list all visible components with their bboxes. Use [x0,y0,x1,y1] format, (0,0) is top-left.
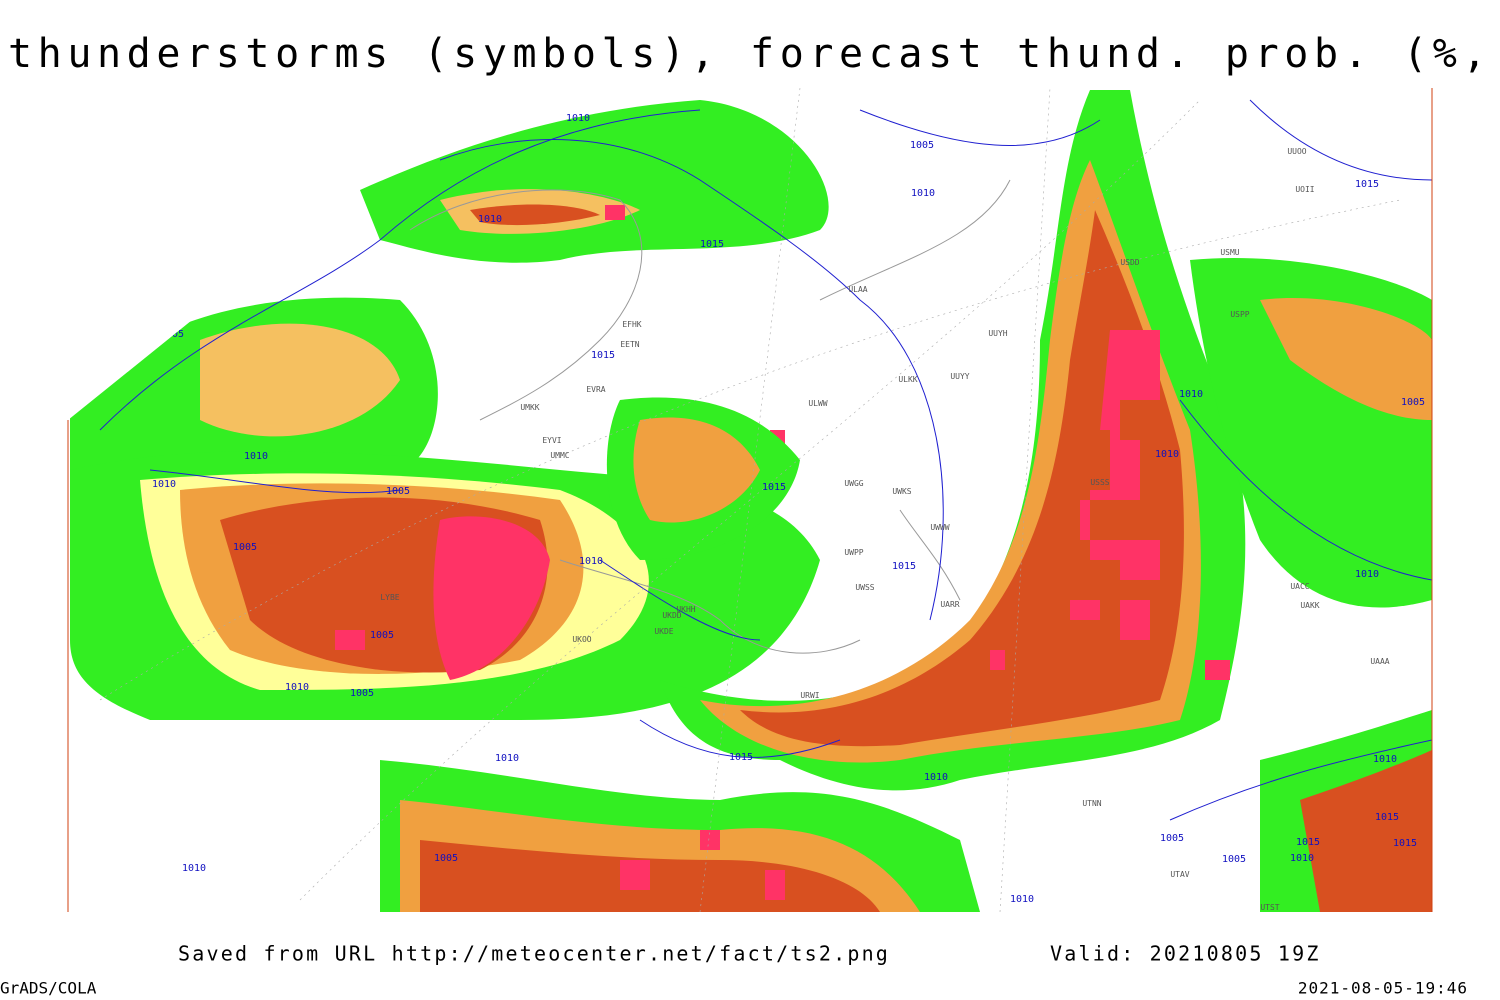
isobar-label: 1010 [1373,754,1397,765]
station-code: USPP [1230,310,1249,319]
station-code: UUYH [988,329,1007,338]
station-code: EYVI [542,436,561,445]
isobar-label: 1010 [495,753,519,764]
station-code: USDD [1120,258,1139,267]
station-code: UWGG [844,479,863,488]
grid-lines [99,88,1401,912]
station-code: USSS [1090,478,1109,487]
isobar-label: 1005 [1401,397,1425,408]
station-code: UAKK [1300,601,1319,610]
isobar-label: 1010 [152,479,176,490]
station-code: ULKK [898,375,917,384]
isobar-label: 1010 [1010,894,1034,905]
isobar-label: 1010 [911,188,935,199]
isobars [99,99,1432,821]
isobar-label: 1005 [1222,854,1246,865]
isobar-label: 1015 [762,482,786,493]
station-code: UWWW [930,523,949,532]
isobar-label: 1010 [1155,449,1179,460]
station-code: UUOO [1287,147,1306,156]
station-code: UMMC [550,451,569,460]
timestamp: 2021-08-05-19:46 [1298,979,1468,998]
station-code: UKDE [654,627,673,636]
station-code: UMKK [520,403,539,412]
station-code: EETN [620,340,639,349]
station-code: USMU [1220,248,1239,257]
station-code: UTST [1260,903,1279,912]
isobar-label: 1005 [233,542,257,553]
isobar-label: 1010 [1179,389,1203,400]
station-code: UKDD [662,611,681,620]
isobar-label: 1015 [1355,179,1379,190]
station-code: ULWW [808,399,827,408]
isobar-label: 1010 [478,214,502,225]
isobar-label: 1005 [370,630,394,641]
station-code: UACC [1290,582,1309,591]
isobar-label: 1010 [244,451,268,462]
probability-shading [70,90,1432,912]
isobar-label: 1010 [924,772,948,783]
isobar-label: 1010 [285,682,309,693]
isobar-label: 1005 [910,140,934,151]
isobar-label: 1005 [350,688,374,699]
isobar-label: 1015 [591,350,615,361]
isobar-label: 1010 [566,113,590,124]
station-code: URWI [800,691,819,700]
station-code: EVRA [586,385,605,394]
station-code: UOII [1295,185,1314,194]
source-url: Saved from URL http://meteocenter.net/fa… [178,942,890,966]
coastlines [409,179,1011,654]
station-code: UWPP [844,548,863,557]
software: GrADS/COLA [0,979,97,998]
isobar-label: 1005 [386,486,410,497]
isobar-label: 1015 [1296,837,1320,848]
isobar-label: 1010 [1355,569,1379,580]
isobar-label: 1015 [729,752,753,763]
isobar-label: 1015 [1393,838,1417,849]
station-code: UARR [940,600,959,609]
station-code: UAAA [1370,657,1389,666]
station-code: UTNN [1082,799,1101,808]
isobar-label: 1010 [182,863,206,874]
station-code: UWKS [892,487,911,496]
station-code: UKHH [676,605,695,614]
isobar-label: 1005 [160,329,184,340]
station-code: EFHK [622,320,641,329]
station-code: UKOO [572,635,591,644]
station-code: UUYY [950,372,969,381]
isobar-label: 1015 [700,239,724,250]
valid-time: Valid: 20210805 19Z [1050,942,1321,966]
isobar-label: 1005 [1160,833,1184,844]
isobar-label: 1015 [892,561,916,572]
station-code: ULAA [848,285,867,294]
isobar-label: 1010 [1290,853,1314,864]
station-code: UTAV [1170,870,1189,879]
title: Current thunderstorms (symbols), forecas… [0,31,1500,77]
station-code: UWSS [855,583,874,592]
station-code: LYBE [380,593,399,602]
isobar-label: 1010 [579,556,603,567]
isobar-label: 1005 [434,853,458,864]
isobar-label: 1015 [1375,812,1399,823]
